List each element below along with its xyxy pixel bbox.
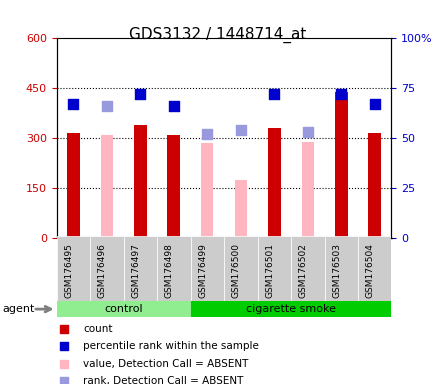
Text: GSM176496: GSM176496: [98, 243, 107, 298]
Bar: [301, 142, 313, 238]
FancyBboxPatch shape: [190, 301, 391, 317]
Text: value, Detection Call = ABSENT: value, Detection Call = ABSENT: [83, 359, 248, 369]
Point: [103, 103, 110, 109]
Point: [170, 103, 177, 109]
FancyBboxPatch shape: [90, 236, 123, 301]
Point: [304, 129, 311, 135]
Bar: [101, 135, 112, 238]
Text: GSM176504: GSM176504: [365, 243, 374, 298]
Point: [371, 101, 378, 108]
FancyBboxPatch shape: [224, 236, 257, 301]
Point: [137, 91, 144, 98]
FancyBboxPatch shape: [56, 301, 190, 317]
Text: GSM176495: GSM176495: [63, 241, 73, 300]
Text: GSM176498: GSM176498: [164, 243, 174, 298]
Bar: [133, 125, 147, 238]
Bar: [234, 180, 246, 238]
FancyBboxPatch shape: [190, 236, 224, 301]
Text: GSM176501: GSM176501: [264, 241, 274, 300]
Point: [237, 127, 244, 133]
FancyBboxPatch shape: [157, 236, 190, 301]
Text: GSM176502: GSM176502: [297, 241, 307, 300]
Text: GSM176500: GSM176500: [230, 241, 240, 300]
Text: GSM176500: GSM176500: [231, 243, 240, 298]
Text: GSM176495: GSM176495: [64, 243, 73, 298]
Point: [70, 101, 77, 108]
Text: GSM176502: GSM176502: [298, 243, 307, 298]
Text: GSM176499: GSM176499: [197, 241, 207, 300]
Point: [310, 324, 317, 331]
Bar: [66, 133, 80, 238]
FancyBboxPatch shape: [357, 236, 391, 301]
Point: [270, 91, 277, 98]
Text: GSM176503: GSM176503: [332, 243, 341, 298]
Text: count: count: [83, 323, 112, 334]
Bar: [367, 133, 381, 238]
Text: percentile rank within the sample: percentile rank within the sample: [83, 341, 258, 351]
Bar: [167, 135, 180, 238]
Text: cigarette smoke: cigarette smoke: [246, 304, 335, 314]
Text: GDS3132 / 1448714_at: GDS3132 / 1448714_at: [128, 27, 306, 43]
FancyBboxPatch shape: [257, 236, 290, 301]
Text: rank, Detection Call = ABSENT: rank, Detection Call = ABSENT: [83, 376, 243, 384]
FancyBboxPatch shape: [290, 236, 324, 301]
Text: GSM176504: GSM176504: [364, 241, 374, 300]
Bar: [201, 143, 213, 238]
Point: [337, 91, 344, 98]
FancyBboxPatch shape: [56, 236, 90, 301]
Bar: [267, 128, 280, 238]
Point: [310, 4, 317, 10]
Text: GSM176503: GSM176503: [331, 241, 341, 300]
Text: GSM176499: GSM176499: [198, 243, 207, 298]
Text: GSM176501: GSM176501: [265, 243, 274, 298]
FancyBboxPatch shape: [123, 236, 157, 301]
Text: GSM176497: GSM176497: [131, 243, 140, 298]
Text: control: control: [104, 304, 142, 314]
Point: [310, 164, 317, 170]
Point: [203, 131, 210, 137]
Text: GSM176497: GSM176497: [130, 241, 140, 300]
FancyBboxPatch shape: [324, 236, 357, 301]
Text: GSM176496: GSM176496: [97, 241, 107, 300]
Text: agent: agent: [2, 304, 34, 314]
Bar: [334, 92, 347, 238]
Text: GSM176498: GSM176498: [164, 241, 174, 300]
